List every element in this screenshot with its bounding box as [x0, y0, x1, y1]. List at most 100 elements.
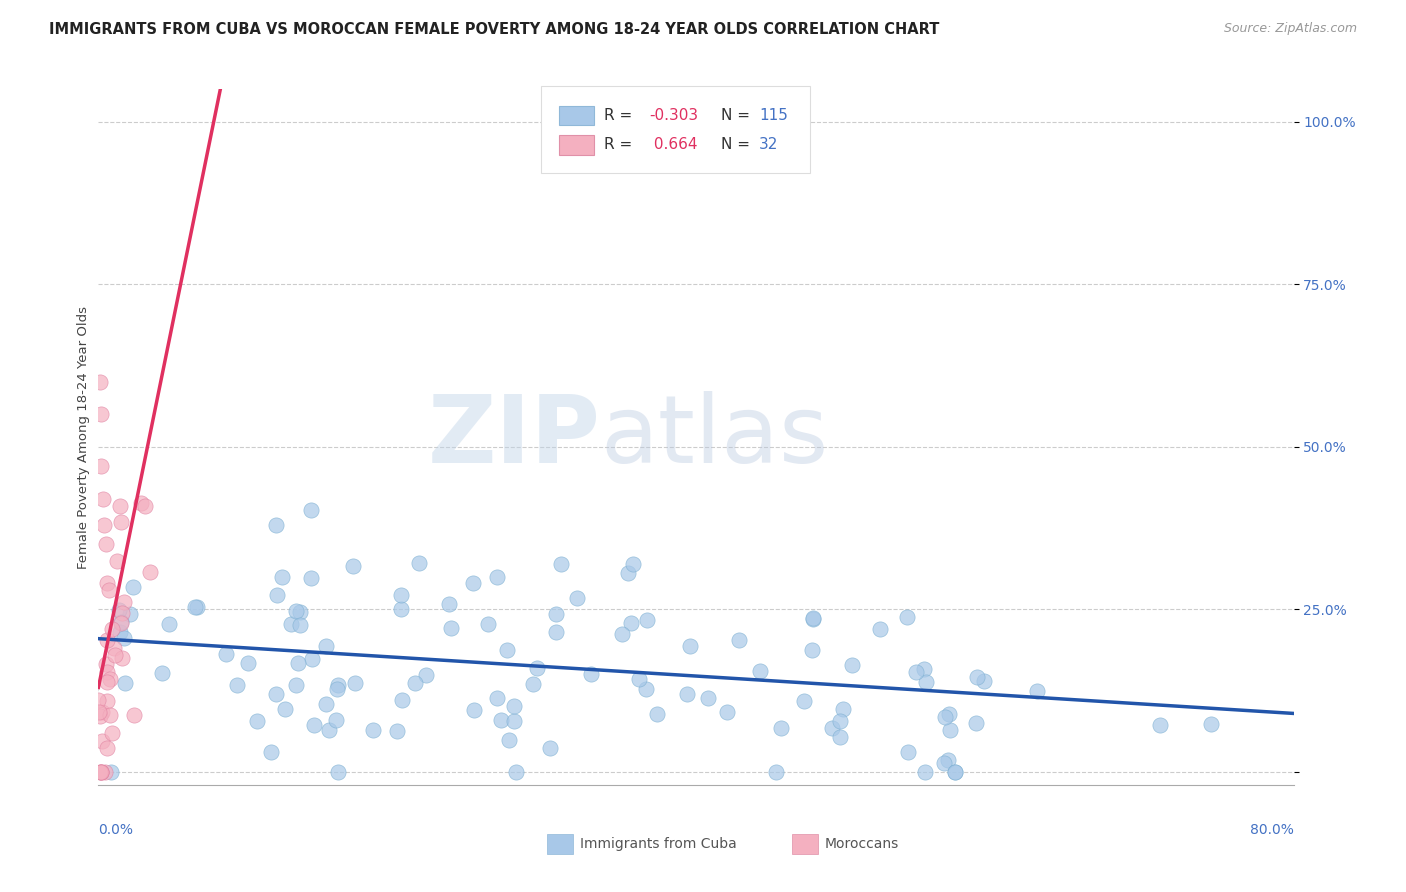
Text: R =: R =: [605, 108, 637, 123]
Point: [271, 570, 294, 584]
Point: [96, 694, 118, 708]
Point: [801, 643, 824, 657]
Point: [236, 656, 259, 670]
Point: [391, 693, 413, 707]
Point: [502, 714, 524, 728]
Point: [437, 597, 460, 611]
Point: [326, 678, 349, 692]
Point: [94, 764, 117, 779]
Point: [89, 375, 111, 389]
Point: [765, 764, 787, 779]
Text: 32: 32: [759, 137, 779, 153]
Point: [634, 681, 657, 696]
Point: [675, 687, 697, 701]
Point: [801, 610, 824, 624]
Point: [96, 674, 118, 689]
Point: [101, 622, 124, 636]
Point: [914, 764, 936, 779]
Point: [94, 537, 117, 551]
Point: [387, 723, 409, 738]
Point: [89, 764, 111, 779]
Point: [831, 702, 853, 716]
Point: [716, 705, 738, 719]
Point: [728, 633, 751, 648]
Y-axis label: Female Poverty Among 18-24 Year Olds: Female Poverty Among 18-24 Year Olds: [77, 306, 90, 568]
Text: R =: R =: [605, 137, 637, 153]
Point: [391, 602, 413, 616]
Point: [820, 721, 842, 735]
Text: 80.0%: 80.0%: [1250, 823, 1294, 838]
Point: [966, 670, 988, 684]
Point: [636, 613, 658, 627]
Point: [915, 674, 938, 689]
Point: [108, 602, 131, 616]
Point: [96, 741, 118, 756]
Point: [108, 625, 131, 640]
Point: [943, 764, 966, 779]
Point: [965, 715, 987, 730]
Point: [287, 657, 309, 671]
Point: [623, 557, 645, 571]
Point: [463, 703, 485, 717]
Point: [104, 648, 127, 662]
Point: [90, 407, 112, 421]
FancyBboxPatch shape: [792, 834, 818, 854]
Text: 0.0%: 0.0%: [98, 823, 134, 838]
FancyBboxPatch shape: [547, 834, 572, 854]
Point: [502, 698, 524, 713]
Point: [505, 764, 527, 779]
Point: [97, 582, 120, 597]
Point: [498, 732, 520, 747]
Point: [869, 622, 891, 636]
Point: [748, 664, 770, 678]
Point: [284, 604, 307, 618]
Point: [186, 600, 208, 615]
Point: [91, 705, 114, 719]
Point: [110, 615, 132, 629]
Point: [98, 708, 121, 723]
Point: [315, 698, 337, 712]
Point: [111, 651, 134, 665]
Point: [841, 658, 863, 673]
Point: [108, 499, 131, 513]
Point: [610, 627, 633, 641]
Point: [550, 557, 572, 571]
Point: [110, 516, 132, 530]
Point: [934, 756, 956, 771]
Point: [679, 639, 702, 653]
Point: [100, 672, 122, 686]
Point: [87, 692, 110, 706]
Point: [801, 612, 824, 626]
Point: [1026, 683, 1049, 698]
Point: [440, 621, 463, 635]
Point: [150, 665, 173, 680]
Point: [304, 717, 326, 731]
Point: [934, 710, 956, 724]
Point: [1199, 717, 1222, 731]
Point: [134, 499, 156, 513]
Point: [266, 517, 288, 532]
Point: [259, 745, 281, 759]
Point: [538, 740, 561, 755]
FancyBboxPatch shape: [558, 135, 595, 154]
Point: [215, 648, 238, 662]
Text: N =: N =: [721, 108, 755, 123]
Point: [129, 496, 152, 510]
Point: [266, 588, 288, 602]
Point: [90, 459, 112, 474]
Point: [90, 764, 112, 779]
Point: [522, 677, 544, 691]
Point: [404, 676, 426, 690]
Point: [112, 632, 135, 646]
Point: [94, 657, 117, 672]
Point: [565, 591, 588, 605]
Point: [325, 713, 347, 727]
Point: [617, 566, 640, 581]
Point: [342, 558, 364, 573]
Point: [914, 662, 936, 676]
Point: [226, 677, 249, 691]
Text: Moroccans: Moroccans: [825, 837, 900, 851]
Point: [769, 722, 792, 736]
Point: [122, 707, 145, 722]
Point: [344, 676, 367, 690]
